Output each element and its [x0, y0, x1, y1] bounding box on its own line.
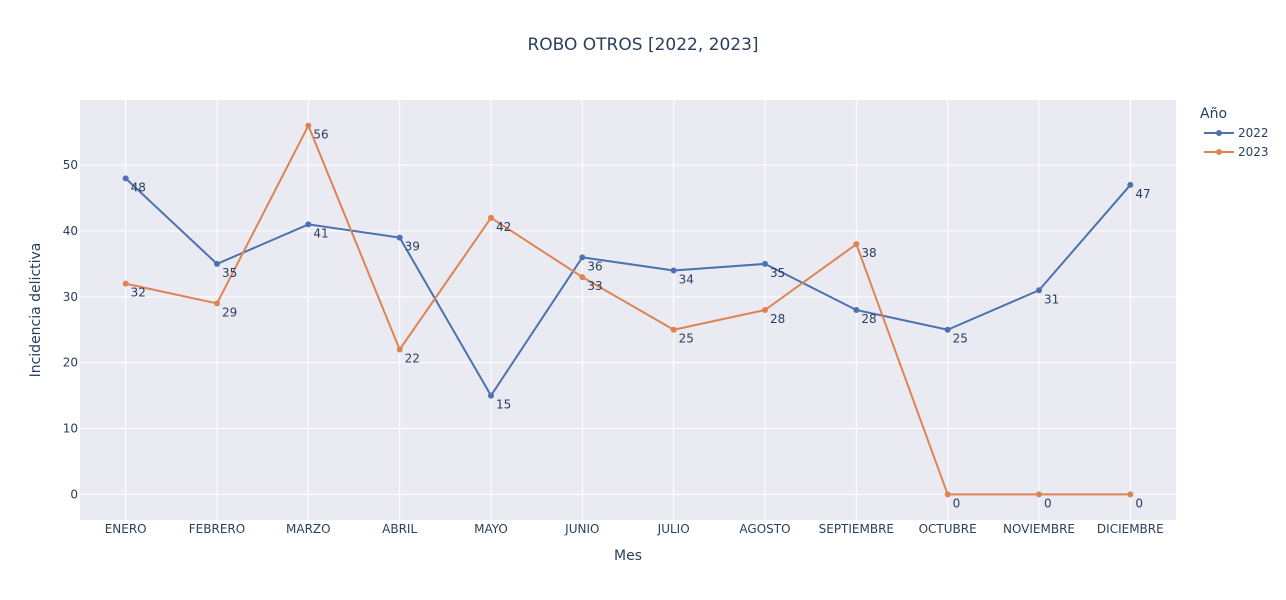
- data-label-2022: 39: [405, 240, 420, 254]
- y-axis-ticks: 0 10 20 30 40 50: [63, 158, 78, 501]
- data-point-2023: [762, 307, 768, 313]
- x-tick-label: JULIO: [657, 522, 690, 536]
- data-label-2023: 0: [1044, 496, 1052, 510]
- data-label-2023: 28: [770, 312, 785, 326]
- data-point-2022: [1036, 287, 1042, 294]
- x-tick-label: ABRIL: [382, 522, 417, 536]
- data-point-2023: [944, 491, 951, 498]
- data-point-2022: [762, 260, 768, 267]
- data-point-2023: [122, 280, 129, 287]
- data-label-2022: 41: [313, 226, 328, 240]
- data-point-2022: [1127, 181, 1134, 188]
- data-label-2023: 38: [861, 246, 876, 260]
- data-point-2023: [853, 241, 860, 248]
- series-layer: [122, 122, 1134, 498]
- data-point-2023: [1036, 491, 1042, 498]
- y-tick-label: 40: [63, 224, 78, 238]
- data-point-2023: [488, 214, 494, 221]
- data-point-2022: [853, 307, 860, 313]
- legend-label-2022: 2022: [1238, 126, 1269, 140]
- y-tick-label: 0: [70, 487, 78, 501]
- data-label-2022: 35: [222, 266, 237, 280]
- data-point-2023: [214, 300, 220, 307]
- data-label-2022: 28: [861, 312, 876, 326]
- legend-marker-2023: [1216, 149, 1222, 155]
- legend-label-2023: 2023: [1238, 145, 1269, 159]
- data-label-2023: 32: [131, 286, 146, 300]
- x-tick-label: AGOSTO: [739, 522, 790, 536]
- data-label-2022: 31: [1044, 292, 1059, 306]
- x-tick-label: OCTUBRE: [919, 522, 977, 536]
- y-tick-label: 20: [63, 356, 78, 370]
- x-tick-label: JUNIO: [564, 522, 599, 536]
- x-tick-label: ENERO: [105, 522, 147, 536]
- legend-items: 2022 2023: [1204, 126, 1269, 159]
- data-point-2022: [396, 234, 403, 241]
- legend-title: Año: [1200, 106, 1227, 122]
- series-line-2023: [125, 124, 1131, 496]
- data-point-2022: [944, 326, 951, 333]
- data-labels: 48 35 41 39 15 36 34 35 28 25 31 47 32 29 56 22 42 33 25 28…: [131, 128, 1151, 511]
- data-label-2022: 34: [679, 273, 694, 287]
- y-axis-title: Incidencia delictiva: [28, 243, 44, 378]
- data-label-2022: 36: [587, 259, 602, 273]
- y-tick-label: 10: [63, 421, 78, 435]
- data-point-2022: [670, 267, 677, 274]
- data-label-2023: 22: [405, 351, 420, 365]
- data-point-2022: [214, 260, 220, 267]
- data-label-2022: 25: [953, 332, 968, 346]
- data-label-2023: 42: [496, 220, 511, 234]
- x-tick-label: SEPTIEMBRE: [819, 522, 894, 536]
- chart-title: ROBO OTROS [2022, 2023]: [527, 35, 758, 55]
- x-axis-ticks: ENERO FEBRERO MARZO ABRIL MAYO JUNIO JULIO AGOS…: [105, 522, 1164, 536]
- data-point-2022: [122, 175, 129, 182]
- data-point-2023: [670, 326, 677, 333]
- x-tick-label: MARZO: [286, 522, 331, 536]
- x-tick-label: MAYO: [474, 522, 508, 536]
- data-label-2023: 0: [953, 496, 961, 510]
- data-label-2022: 48: [131, 180, 146, 194]
- data-label-2023: 0: [1135, 496, 1143, 510]
- data-point-2023: [396, 346, 403, 353]
- legend[interactable]: Año 2022 2023: [1200, 106, 1269, 159]
- plot-background: [80, 100, 1176, 520]
- data-point-2023: [305, 122, 312, 129]
- data-point-2023: [1127, 491, 1134, 498]
- y-tick-label: 30: [63, 290, 78, 304]
- data-point-2022: [579, 254, 586, 261]
- legend-marker-2022: [1216, 130, 1222, 136]
- y-tick-label: 50: [63, 158, 78, 172]
- x-tick-label: FEBRERO: [189, 522, 245, 536]
- series-line-2022: [124, 177, 1132, 397]
- data-label-2022: 47: [1135, 187, 1150, 201]
- data-point-2022: [488, 392, 494, 399]
- data-label-2023: 25: [679, 332, 694, 346]
- data-label-2023: 29: [222, 305, 237, 319]
- x-axis-title: Mes: [614, 548, 642, 564]
- data-point-2022: [305, 221, 312, 228]
- data-label-2022: 15: [496, 398, 511, 412]
- x-tick-label: DICIEMBRE: [1097, 522, 1164, 536]
- data-point-2023: [579, 274, 586, 281]
- data-label-2022: 35: [770, 266, 785, 280]
- data-label-2023: 33: [587, 279, 602, 293]
- data-label-2023: 56: [313, 128, 328, 142]
- x-tick-label: NOVIEMBRE: [1003, 522, 1075, 536]
